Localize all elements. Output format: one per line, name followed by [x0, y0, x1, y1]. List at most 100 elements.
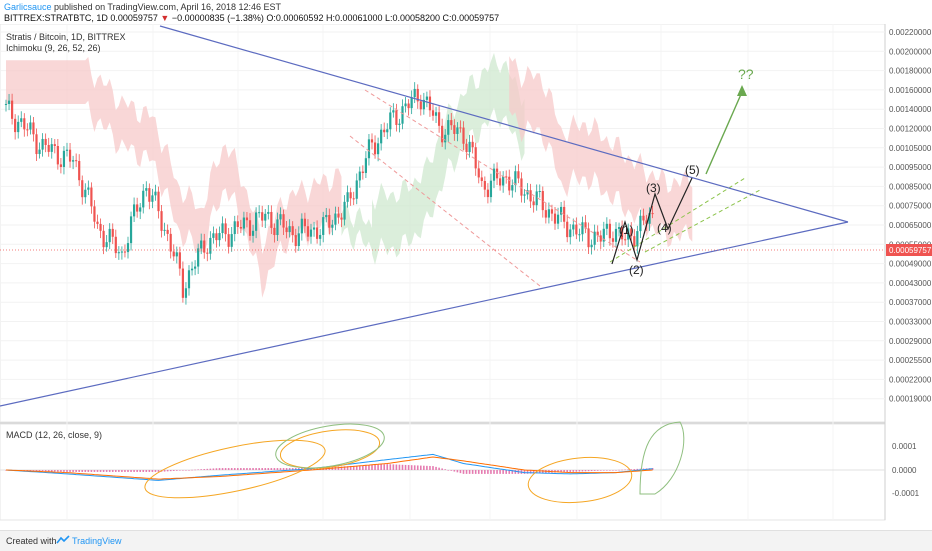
candle-body [495, 168, 499, 179]
macd-hist-bar [139, 470, 141, 472]
macd-hist-bar [359, 465, 361, 470]
candle-body [556, 214, 560, 224]
macd-hist-bar [169, 470, 172, 472]
macd-hist-bar [392, 464, 395, 470]
macd-hist-bar [346, 466, 349, 470]
price-tick-2: 0.00180000 [889, 67, 932, 76]
candle-body [566, 221, 569, 238]
wave-label-5: (5) [685, 163, 700, 177]
macd-hist-bar [490, 470, 492, 474]
macd-hist-bar [404, 464, 407, 470]
macd-hist-bar [188, 470, 190, 471]
wave-label-4: (4) [657, 221, 672, 235]
macd-hist-bar [523, 470, 526, 474]
macd-hist-bar [282, 468, 285, 470]
candle-body [178, 252, 181, 269]
macd-hist-bar [395, 464, 398, 470]
macd-hist-bar [111, 470, 114, 472]
candle-body [35, 134, 38, 155]
macd-hist-bar [273, 468, 276, 470]
candle-body [56, 146, 59, 165]
candle-body [270, 211, 273, 228]
macd-hist-bar [99, 470, 102, 472]
candle-body [605, 223, 608, 229]
macd-hist-bar [90, 470, 93, 472]
macd-hist-bar [386, 464, 389, 470]
candle-body [599, 235, 602, 242]
candle-body [38, 149, 41, 155]
macd-tick-2: -0.0001 [892, 489, 920, 498]
candle-body [297, 233, 300, 247]
candle-body [502, 176, 505, 186]
candle-body [117, 252, 120, 254]
macd-hist-bar [508, 470, 511, 474]
candle-body [526, 190, 529, 195]
macd-hist-bar [163, 470, 166, 472]
current-price-badge [886, 244, 932, 256]
time-tick-0: Oct [61, 523, 74, 524]
candle-body [404, 103, 407, 107]
macd-hist-bar [279, 468, 282, 470]
candle-body [230, 234, 233, 247]
target-arrow [705, 91, 743, 175]
grid [0, 24, 885, 520]
candle-body [337, 213, 340, 218]
tradingview-brand-link[interactable]: TradingView [72, 536, 122, 546]
published-text: published on TradingView.com, April 16, … [51, 2, 282, 12]
macd-hist-bar [514, 470, 517, 474]
candle-body [194, 266, 197, 269]
macd-hist-bar [69, 470, 71, 472]
candle-body [90, 187, 93, 207]
macd-hist-bar [249, 468, 251, 470]
macd-hist-bar [29, 470, 32, 471]
macd-hist-bar [93, 470, 96, 472]
candle-body [349, 192, 352, 199]
candle-body [197, 248, 200, 267]
candle-body [416, 88, 419, 102]
candle-body [279, 214, 282, 220]
price-tick-15: 0.00033000 [889, 318, 932, 327]
price-tick-19: 0.00019000 [889, 395, 932, 404]
macd-hist-bar [63, 470, 65, 472]
macd-label[interactable]: MACD (12, 26, close, 9) [6, 430, 102, 440]
macd-hist-bar [221, 468, 224, 470]
candle-body [242, 217, 245, 229]
wave-label-2: (2) [629, 263, 644, 277]
macd-hist-bar [374, 464, 376, 470]
time-tick-6: Apr [571, 523, 584, 524]
target-arrowhead-icon [737, 85, 747, 96]
macd-hist-bar [81, 470, 84, 472]
macd-hist-bar [593, 470, 596, 471]
indicator-label[interactable]: Ichimoku (9, 26, 52, 26) [6, 43, 101, 53]
candle-body [651, 213, 654, 215]
candle-body [624, 239, 627, 241]
macd-hist-bar [154, 470, 157, 472]
macd-hist-bar [401, 464, 404, 470]
candle-body [14, 118, 17, 133]
candle-body [261, 212, 264, 221]
price-chart[interactable]: (1) (2) (3) (4) (5) ?? Stratis / Bitcoin… [0, 24, 932, 524]
candle-body [312, 227, 316, 230]
candle-body [578, 234, 581, 236]
candle-body [364, 158, 367, 173]
macd-hist-bar [182, 470, 184, 471]
macd-hist-bar [151, 470, 154, 472]
candle-body [53, 144, 56, 147]
candle-body [294, 235, 297, 247]
candle-body [218, 233, 221, 241]
candle-body [23, 118, 26, 130]
author-link[interactable]: Garlicsauce [4, 2, 52, 12]
macd-hist-bar [618, 469, 620, 471]
candle-body [276, 219, 279, 236]
macd-hist-bar [264, 468, 267, 470]
candle-body [355, 180, 358, 199]
macd-hist-bar [218, 468, 221, 470]
macd-hist-bar [432, 466, 434, 470]
highlight-green-2 [639, 421, 685, 495]
macd-hist-bar [121, 470, 123, 472]
macd-hist-bar [209, 468, 212, 470]
macd-hist-bar [337, 466, 340, 470]
macd-hist-bar [572, 470, 575, 472]
candle-body [340, 217, 343, 220]
candle-body [4, 104, 8, 106]
